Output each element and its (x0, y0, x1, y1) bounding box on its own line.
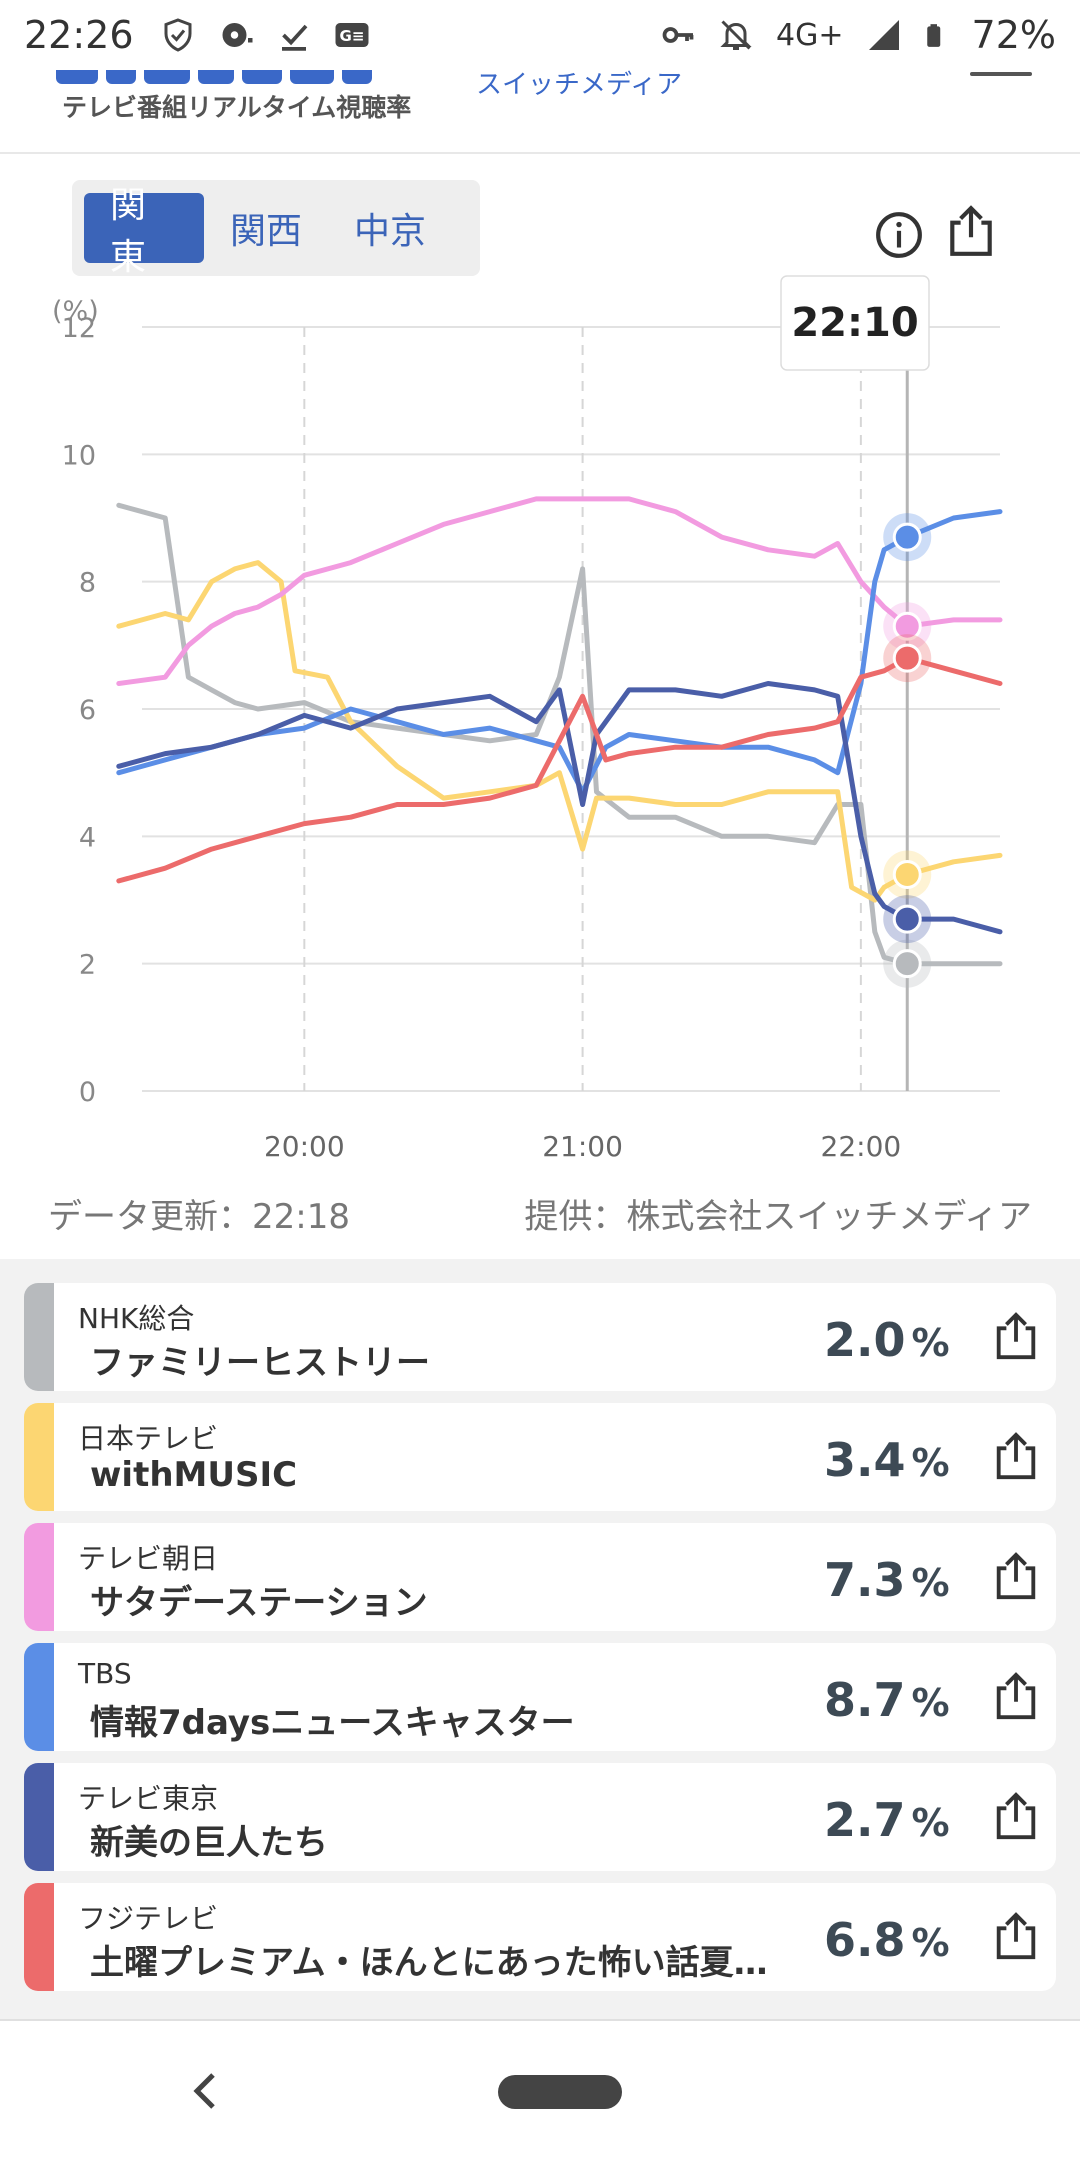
ge-badge-icon: G≡ (335, 23, 369, 47)
series-line-3 (116, 509, 1003, 795)
app-header: テレビ番組リアルタイム視聴率 スイッチメディア (0, 70, 1080, 154)
station-name: TBS (78, 1657, 132, 1690)
program-title: 土曜プレミアム・ほんとにあった怖い話夏… (90, 1943, 768, 1983)
y-tick-label: 6 (79, 695, 96, 726)
program-title: withMUSIC (90, 1455, 298, 1495)
channel-color-bar (24, 1403, 54, 1511)
station-name: テレビ朝日 (78, 1542, 219, 1575)
y-tick-label: 10 (62, 440, 96, 471)
channel-card-tbs[interactable]: TBS 情報7daysニュースキャスター 8.7% (24, 1643, 1056, 1751)
program-title: 情報7daysニュースキャスター (90, 1703, 575, 1743)
tab-kansai[interactable]: 関西 (230, 211, 303, 252)
series-line-5 (116, 655, 1003, 884)
rating-value: 2.7% (824, 1793, 950, 1847)
ratings-line-chart[interactable]: 0 2 4 6 8 10 12(%) 20:00 21:00 22:00 22:10 (0, 154, 1080, 1259)
region-tabs: 関東 関西 中京 (72, 180, 480, 278)
y-tick-label: 4 (79, 822, 96, 853)
tooltip-box (780, 275, 930, 371)
cursor-marker (892, 611, 922, 641)
channel-list: NHK総合 ファミリーヒストリー 2.0% 日本テレビ withMUSIC 3.… (0, 1259, 1080, 2019)
tab-chukyo[interactable]: 中京 (354, 211, 427, 252)
channel-card-tv-tokyo[interactable]: テレビ東京 新美の巨人たち 2.7% (24, 1763, 1056, 1871)
status-time: 22:26 (24, 13, 134, 57)
svg-text:G≡: G≡ (339, 27, 364, 45)
bell-off-icon (720, 20, 752, 50)
vpn-key-icon (662, 27, 694, 43)
x-tick-label: 20:00 (264, 1130, 345, 1163)
share-icon[interactable] (992, 1431, 1040, 1481)
header-link[interactable]: スイッチメディア (476, 70, 683, 100)
rating-value: 6.8% (824, 1913, 950, 1967)
channel-color-bar (24, 1763, 54, 1871)
station-name: NHK総合 (78, 1302, 195, 1335)
station-name: フジテレビ (78, 1902, 219, 1935)
app-logo[interactable] (56, 70, 386, 88)
share-icon[interactable] (992, 1791, 1040, 1841)
info-icon[interactable] (874, 210, 924, 260)
home-pill-button[interactable] (498, 2075, 622, 2109)
y-tick-label: 8 (79, 568, 96, 599)
cursor-marker (892, 904, 922, 934)
y-tick-label: 12 (62, 313, 96, 344)
program-title: 新美の巨人たち (90, 1823, 328, 1863)
system-nav-bar (0, 2019, 1080, 2160)
shield-check-icon (164, 18, 192, 52)
menu-icon[interactable] (970, 72, 1032, 76)
channel-card-nhk[interactable]: NHK総合 ファミリーヒストリー 2.0% (24, 1283, 1056, 1391)
cursor-marker (892, 860, 922, 890)
series-line-0 (116, 502, 1003, 967)
record-icon (222, 23, 253, 47)
x-tick-label: 22:00 (821, 1130, 902, 1163)
share-icon[interactable] (992, 1311, 1040, 1361)
station-name: 日本テレビ (78, 1422, 219, 1455)
y-axis-unit: (%) (52, 296, 99, 327)
share-icon[interactable] (992, 1671, 1040, 1721)
time-tooltip: 22:10 (780, 275, 930, 371)
tooltip-time: 22:10 (791, 300, 918, 346)
x-tick-label: 21:00 (542, 1130, 623, 1163)
series-line-2 (116, 496, 1003, 686)
share-icon[interactable] (946, 204, 996, 258)
program-title: ファミリーヒストリー (90, 1343, 430, 1383)
cursor-marker (892, 522, 922, 552)
rating-value: 2.0% (824, 1313, 950, 1367)
rating-value: 8.7% (824, 1673, 950, 1727)
channel-color-bar (24, 1883, 54, 1991)
rating-value: 7.3% (824, 1553, 950, 1607)
network-type: 4G+ (776, 17, 844, 53)
download-done-icon (281, 24, 307, 51)
tab-kanto[interactable]: 関東 (84, 185, 204, 278)
cursor-marker (892, 949, 922, 979)
back-icon[interactable] (190, 2071, 220, 2111)
program-title: サタデーステーション (90, 1583, 428, 1623)
chart-panel: 0 2 4 6 8 10 12 (%) 20:00 21:00 22:00 22:10 関東 関西 中… (0, 154, 1080, 1259)
data-provider: 提供：株式会社スイッチメディア (524, 1197, 1032, 1237)
channel-card-tv-asahi[interactable]: テレビ朝日 サタデーステーション 7.3% (24, 1523, 1056, 1631)
channel-color-bar (24, 1283, 54, 1391)
status-bar: 22:26 G≡ 4G+ 72% (0, 0, 1080, 70)
channel-color-bar (24, 1643, 54, 1751)
channel-card-ntv[interactable]: 日本テレビ withMUSIC 3.4% (24, 1403, 1056, 1511)
app-subtitle: テレビ番組リアルタイム視聴率 (62, 93, 412, 122)
series-line-1 (116, 560, 1003, 903)
share-icon[interactable] (992, 1551, 1040, 1601)
data-updated-time: データ更新：22:18 (48, 1197, 350, 1237)
battery-icon (926, 24, 940, 47)
channel-color-bar (24, 1523, 54, 1631)
channel-card-fuji[interactable]: フジテレビ 土曜プレミアム・ほんとにあった怖い話夏… 6.8% (24, 1883, 1056, 1991)
signal-icon (868, 20, 899, 50)
cursor-marker (892, 643, 922, 673)
y-tick-label: 2 (79, 950, 96, 981)
y-tick-label: 0 (79, 1077, 96, 1108)
share-icon[interactable] (992, 1911, 1040, 1961)
rating-value: 3.4% (824, 1433, 950, 1487)
battery-percent: 72% (971, 13, 1056, 57)
station-name: テレビ東京 (78, 1782, 219, 1815)
